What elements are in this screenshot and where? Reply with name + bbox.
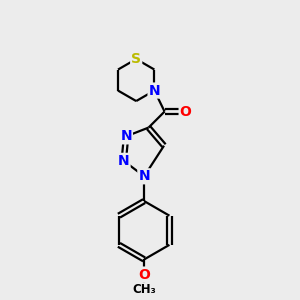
Text: N: N [148,84,160,98]
Text: O: O [138,268,150,282]
Text: CH₃: CH₃ [132,283,156,296]
Text: N: N [120,129,132,143]
Text: O: O [180,105,191,118]
Text: N: N [138,169,150,183]
Text: N: N [118,154,130,168]
Text: S: S [131,52,141,66]
